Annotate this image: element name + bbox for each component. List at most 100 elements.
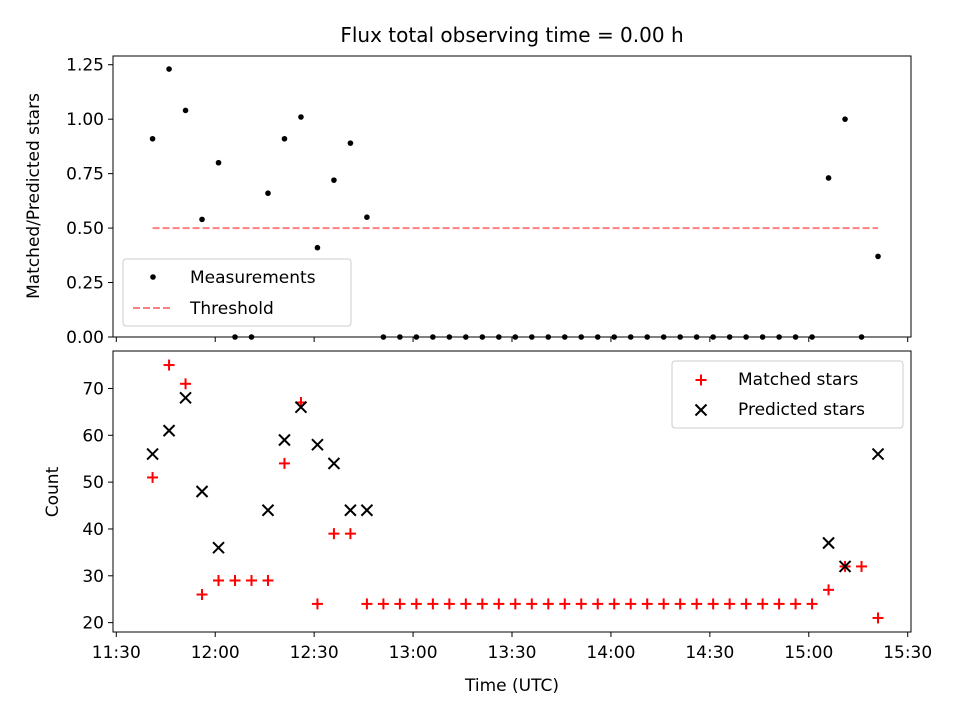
matched-star-point [691, 598, 703, 610]
predicted-star-point [212, 541, 225, 554]
bottom-y-tick-label: 60 [82, 426, 104, 446]
measurement-point [281, 135, 288, 142]
matched-star-point [180, 378, 192, 390]
matched-star-point [872, 612, 884, 624]
bottom-panel: 20 30 40 50 60 70 11:30 12:00 12:30 13:00 13:30 14:… [43, 350, 932, 696]
matched-star-point [575, 598, 587, 610]
matched-star-point [641, 598, 653, 610]
measurement-point [825, 175, 832, 181]
matched-star-point [493, 598, 505, 610]
legend-matched-marker [695, 374, 707, 386]
matched-star-point [526, 598, 538, 610]
measurement-point [347, 140, 354, 146]
matched-star-point [757, 598, 769, 610]
top-panel: 0.00 0.25 0.50 0.75 1.00 1.25 Matched/Predict… [24, 55, 912, 348]
x-tick-label: 11:30 [92, 643, 141, 663]
matched-star-point [460, 598, 472, 610]
measurement-point [298, 114, 304, 120]
predicted-star-point [327, 457, 341, 470]
matched-star-point [147, 471, 159, 483]
measurement-point [875, 253, 881, 260]
predicted-star-point [261, 504, 275, 517]
matched-star-point [625, 598, 637, 610]
top-y-tick-label: 1.25 [66, 56, 104, 76]
matched-star-point [542, 598, 554, 610]
matched-star-point [790, 598, 802, 610]
matched-star-point [262, 574, 274, 586]
matched-star-point [658, 598, 670, 610]
matched-star-point [476, 598, 488, 610]
bottom-y-tick-label: 70 [82, 379, 104, 399]
measurement-point [314, 244, 321, 251]
matched-star-point [806, 598, 818, 610]
matched-star-point [443, 598, 455, 610]
bottom-y-tick-label: 50 [82, 473, 104, 493]
x-tick-label: 13:30 [488, 643, 537, 663]
measurement-point [182, 107, 189, 114]
predicted-star-point [360, 504, 374, 517]
matched-star-point [278, 457, 290, 469]
predicted-star-point [195, 485, 209, 498]
x-axis-label: Time (UTC) [464, 676, 559, 696]
x-tick-label: 13:00 [389, 643, 438, 663]
matched-star-point [707, 598, 719, 610]
x-tick-label: 14:00 [586, 643, 635, 663]
legend-measurements-label: Measurements [190, 268, 316, 288]
matched-star-point [229, 574, 241, 586]
legend-predicted-marker [694, 403, 708, 417]
matched-star-point [592, 598, 604, 610]
measurement-point [166, 66, 172, 72]
measurement-point [215, 159, 222, 166]
measurement-point [842, 116, 848, 122]
predicted-star-point [146, 447, 159, 461]
measurement-point [149, 135, 156, 142]
matched-star-point [410, 598, 422, 610]
top-y-tick-label: 0.50 [66, 219, 104, 239]
legend-predicted-label: Predicted stars [738, 400, 865, 420]
bottom-y-tick-label: 20 [82, 614, 104, 634]
x-tick-label: 15:30 [883, 643, 932, 663]
x-tick-label: 14:30 [685, 643, 734, 663]
matched-star-point [163, 359, 175, 371]
bottom-y-tick-label: 30 [82, 567, 104, 587]
top-y-axis-label: Matched/Predicted stars [24, 93, 44, 299]
predicted-star-point [162, 424, 176, 437]
top-legend: Measurements Threshold [122, 258, 352, 327]
matched-star-point [361, 598, 373, 610]
predicted-star-point [311, 438, 324, 451]
matched-star-point [196, 589, 208, 601]
predicted-star-point [278, 433, 291, 447]
matched-star-point [559, 598, 571, 610]
matched-star-point [213, 574, 225, 586]
matched-star-point [311, 598, 323, 610]
matched-star-point [427, 598, 439, 610]
matched-star-point [724, 598, 736, 610]
x-tick-label: 15:00 [784, 643, 833, 663]
legend-measurements-marker [150, 274, 156, 280]
matched-star-point [823, 584, 835, 596]
legend-matched-label: Matched stars [738, 370, 858, 390]
bottom-y-tick-label: 40 [82, 520, 104, 540]
legend-threshold-label: Threshold [189, 299, 274, 319]
matched-star-point [394, 598, 406, 610]
top-y-tick-label: 1.00 [66, 110, 104, 130]
bottom-y-axis-label: Count [43, 466, 63, 517]
measurement-point [199, 216, 205, 223]
predicted-star-point [344, 504, 357, 517]
matched-star-point [740, 598, 752, 610]
predicted-star-point [294, 400, 308, 414]
x-tick-label: 12:00 [191, 643, 240, 663]
predicted-star-point [838, 560, 852, 573]
top-y-tick-label: 0.00 [66, 328, 104, 348]
matched-star-point [773, 598, 785, 610]
bottom-legend: Matched stars Predicted stars [671, 360, 904, 429]
predicted-star-point [179, 391, 192, 405]
bottom-legend-box [671, 360, 904, 429]
predicted-star-point [871, 447, 885, 461]
matched-star-point [344, 528, 356, 540]
predicted-star-point [822, 536, 835, 550]
matched-star-point [674, 598, 686, 610]
matched-star-point [509, 598, 521, 610]
measurement-point [331, 177, 337, 183]
